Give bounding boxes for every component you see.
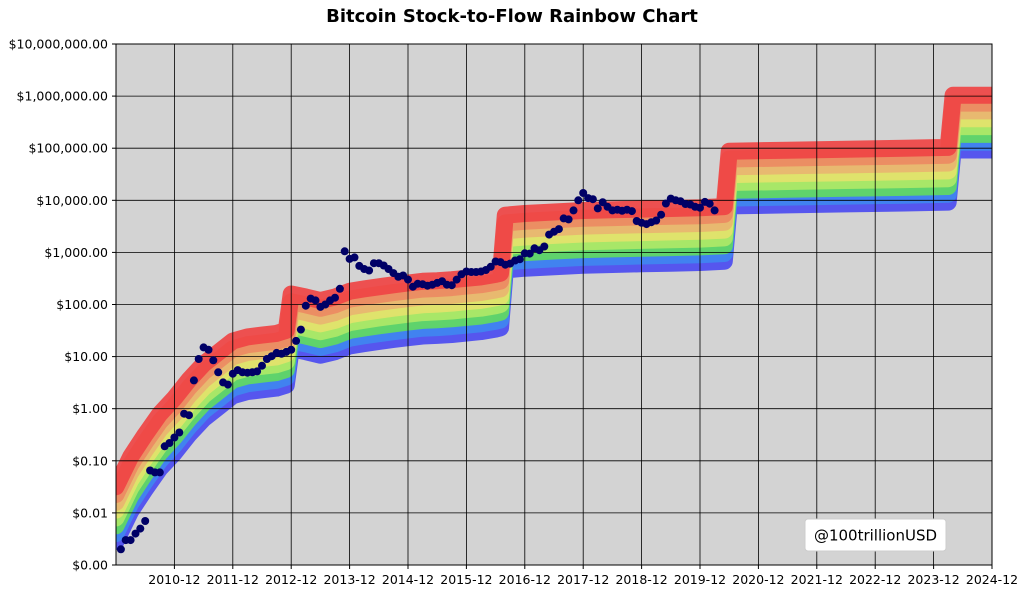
x-tick-label: 2012-12 [265, 572, 317, 587]
x-tick-label: 2020-12 [732, 572, 784, 587]
x-tick-label: 2017-12 [557, 572, 609, 587]
price-point [452, 275, 461, 284]
x-tick-label: 2023-12 [907, 572, 959, 587]
watermark-box: @100trillionUSD [804, 518, 947, 552]
price-point [287, 345, 296, 354]
price-point [223, 380, 232, 389]
price-point [209, 356, 218, 365]
x-tick-label: 2016-12 [499, 572, 551, 587]
y-tick-label: $10,000.00 [36, 193, 108, 208]
price-point [170, 433, 179, 442]
price-point [661, 199, 670, 208]
price-point [486, 262, 495, 271]
price-point [525, 249, 534, 258]
x-tick-label: 2018-12 [615, 572, 667, 587]
price-point [340, 247, 349, 256]
y-tick-label: $0.00 [72, 558, 108, 573]
x-tick-label: 2024-12 [966, 572, 1018, 587]
x-tick-label: 2015-12 [440, 572, 492, 587]
y-tick-label: $10,000,000.00 [9, 37, 108, 52]
x-tick-label: 2021-12 [791, 572, 843, 587]
x-tick-label: 2010-12 [148, 572, 200, 587]
y-axis-ticks: $0.00 $0.01 $0.10 $1.00 $10.00 $100.00 $1,000.… [9, 37, 116, 573]
x-tick-label: 2019-12 [674, 572, 726, 587]
price-point [214, 368, 223, 377]
price-point [296, 325, 305, 334]
y-tick-label: $0.01 [72, 505, 108, 520]
x-axis-ticks: 2010-12 2011-12 2012-12 2013-12 2014-12 2015-… [148, 565, 1018, 587]
price-point [574, 196, 583, 205]
price-point [365, 266, 374, 275]
price-point [627, 207, 636, 216]
y-tick-label: $100,000.00 [28, 141, 108, 156]
y-tick-label: $100.00 [56, 297, 108, 312]
price-point [301, 301, 310, 310]
price-point [335, 284, 344, 293]
price-point [141, 517, 150, 525]
price-point [292, 336, 301, 345]
price-point [657, 210, 666, 219]
y-tick-label: $1,000.00 [44, 245, 108, 260]
price-point [126, 536, 135, 545]
price-point [705, 199, 714, 208]
price-point [331, 293, 339, 302]
price-point [564, 215, 573, 224]
price-point [136, 524, 145, 533]
price-point [593, 204, 602, 213]
price-point [579, 189, 588, 197]
price-points [116, 189, 719, 554]
y-tick-label: $1.00 [72, 401, 108, 416]
price-point [194, 355, 203, 363]
price-point [447, 281, 456, 290]
price-point [165, 439, 174, 447]
price-point [696, 203, 704, 212]
x-tick-label: 2014-12 [382, 572, 434, 587]
y-tick-label: $1,000,000.00 [17, 89, 108, 104]
price-point [311, 296, 320, 305]
watermark-background [804, 518, 947, 552]
price-point [569, 206, 578, 215]
price-point [185, 411, 193, 420]
y-tick-label: $10.00 [64, 349, 108, 364]
price-point [204, 345, 213, 354]
watermark-text: @100trillionUSD [814, 527, 937, 545]
price-point [253, 367, 262, 376]
price-point [404, 275, 412, 284]
price-point [540, 242, 549, 251]
price-point [515, 255, 524, 264]
price-point [652, 216, 661, 225]
price-point [588, 195, 597, 204]
price-point [189, 376, 198, 385]
x-tick-label: 2013-12 [323, 572, 375, 587]
chart-title: Bitcoin Stock-to-Flow Rainbow Chart [326, 6, 698, 27]
x-tick-label: 2011-12 [207, 572, 259, 587]
x-tick-label: 2022-12 [849, 572, 901, 587]
price-point [116, 545, 125, 554]
price-point [710, 206, 719, 215]
y-tick-label: $0.10 [72, 453, 108, 468]
price-point [258, 361, 266, 370]
price-point [131, 529, 140, 538]
price-point [554, 225, 563, 234]
price-point [155, 468, 164, 477]
price-point [175, 428, 184, 437]
price-point [350, 253, 359, 262]
